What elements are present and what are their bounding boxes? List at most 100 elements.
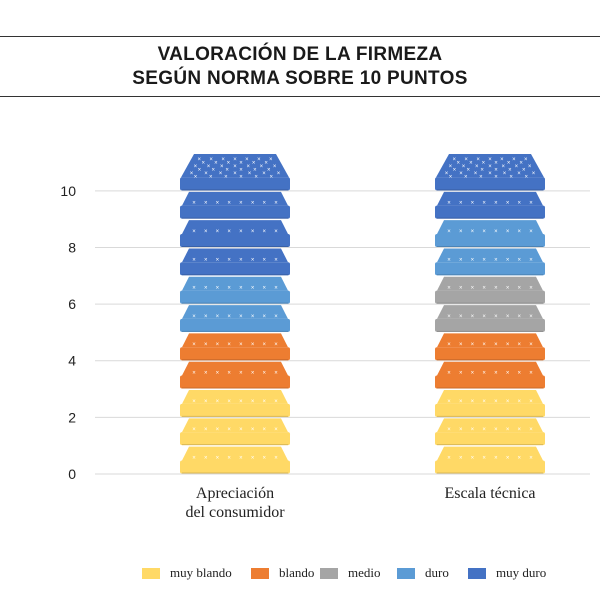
quilt-stitch: × (471, 257, 475, 263)
mattress-side (180, 205, 290, 219)
quilt-stitch: × (227, 399, 231, 405)
legend-label: blando (279, 565, 315, 580)
mattress-top (437, 446, 543, 461)
mattress-side (435, 177, 545, 191)
quilt-stitch: × (263, 286, 267, 292)
quilt-stitch: × (251, 229, 255, 235)
quilt-stitch: × (194, 164, 198, 170)
quilt-stitch: × (479, 174, 483, 180)
y-tick-label: 6 (68, 296, 76, 312)
quilt-stitch: × (529, 286, 533, 292)
quilt-stitch: × (263, 399, 267, 405)
mattress-top (437, 191, 543, 206)
quilt-stitch: × (227, 371, 231, 377)
quilt-stitch: × (488, 157, 492, 163)
quilt-stitch: × (528, 164, 532, 170)
quilt-stitch: × (506, 399, 510, 405)
quilt-stitch: × (506, 456, 510, 462)
quilt-stitch: × (212, 167, 216, 173)
quilt-stitch: × (204, 342, 208, 348)
quilt-stitch: × (506, 314, 510, 320)
quilt-stitch: × (216, 456, 220, 462)
quilt-stitch: × (204, 286, 208, 292)
quilt-stitch: × (262, 171, 266, 177)
quilt-stitch: × (264, 160, 268, 166)
mattress-side (180, 432, 290, 446)
quilt-stitch: × (239, 286, 243, 292)
quilt-stitch: × (459, 371, 463, 377)
legend-swatch (251, 567, 269, 579)
quilt-stitch: × (518, 314, 522, 320)
quilt-stitch: × (462, 164, 466, 170)
mattress-side (435, 205, 545, 219)
quilt-stitch: × (447, 201, 451, 207)
quilt-stitch: × (192, 427, 196, 433)
quilt-stitch: × (459, 314, 463, 320)
quilt-stitch: × (224, 174, 228, 180)
quilt-stitch: × (251, 201, 255, 207)
quilt-stitch: × (239, 229, 243, 235)
quilt-stitch: × (273, 164, 277, 170)
quilt-stitch: × (239, 371, 243, 377)
chart-legend: muy blando blando medio duro muy duro (0, 565, 600, 583)
mattress-muy-duro: × × × × × × ×× × × × × ×× × × × × × ×× × × × × ×× × × × × × ×× × × × × × (435, 154, 545, 191)
quilt-stitch: × (216, 342, 220, 348)
quilt-stitch: × (482, 160, 486, 166)
quilt-stitch: × (192, 371, 196, 377)
quilt-stitch: × (227, 257, 231, 263)
quilt-stitch: × (251, 399, 255, 405)
quilt-stitch: × (500, 157, 504, 163)
quilt-stitch: × (494, 174, 498, 180)
mattress-top (437, 333, 543, 348)
quilt-stitch: × (494, 167, 498, 173)
quilt-stitch: × (207, 164, 211, 170)
quilt-stitch: × (239, 201, 243, 207)
quilt-stitch: × (190, 171, 194, 177)
mattress-side (435, 347, 545, 361)
quilt-stitch: × (494, 286, 498, 292)
mattress-side (180, 262, 290, 276)
legend-item-medio: medio (320, 565, 381, 581)
quilt-stitch: × (227, 314, 231, 320)
quilt-stitch: × (459, 456, 463, 462)
quilt-stitch: × (512, 157, 516, 163)
quilt-stitch: × (233, 164, 237, 170)
mattress-top (437, 248, 543, 263)
quilt-stitch: × (274, 314, 278, 320)
mattress-top (182, 361, 288, 376)
quilt-stitch: × (233, 171, 237, 177)
mattress-side (180, 177, 290, 191)
quilt-stitch: × (459, 286, 463, 292)
quilt-stitch: × (277, 171, 281, 177)
y-tick-label: 2 (68, 409, 76, 425)
quilt-stitch: × (225, 167, 229, 173)
quilt-stitch: × (452, 157, 456, 163)
quilt-stitch: × (501, 164, 505, 170)
quilt-stitch: × (494, 427, 498, 433)
mattress-muy-duro: × × × × × × ×× × × × × ×× × × × × × ×× × × × × ×× × × × × × ×× × × × × × (180, 154, 290, 191)
quilt-stitch: × (216, 229, 220, 235)
quilt-stitch: × (204, 171, 208, 177)
mattress-top (437, 220, 543, 234)
mattress-duro: × × × × × × × × (180, 305, 290, 332)
quilt-stitch: × (506, 201, 510, 207)
quilt-stitch: × (274, 427, 278, 433)
quilt-stitch: × (239, 342, 243, 348)
quilt-stitch: × (447, 314, 451, 320)
quilt-stitch: × (494, 399, 498, 405)
quilt-stitch: × (239, 174, 243, 180)
mattress-duro: × × × × × × × × (435, 248, 545, 276)
quilt-stitch: × (263, 201, 267, 207)
mattress-side (435, 290, 545, 304)
quilt-stitch: × (494, 201, 498, 207)
quilt-stitch: × (251, 456, 255, 462)
quilt-stitch: × (494, 160, 498, 166)
y-tick-label: 0 (68, 466, 76, 482)
quilt-stitch: × (246, 164, 250, 170)
quilt-stitch: × (480, 167, 484, 173)
quilt-stitch: × (248, 171, 252, 177)
quilt-stitch: × (471, 314, 475, 320)
quilt-stitch: × (518, 201, 522, 207)
quilt-stitch: × (220, 164, 224, 170)
quilt-stitch: × (263, 427, 267, 433)
